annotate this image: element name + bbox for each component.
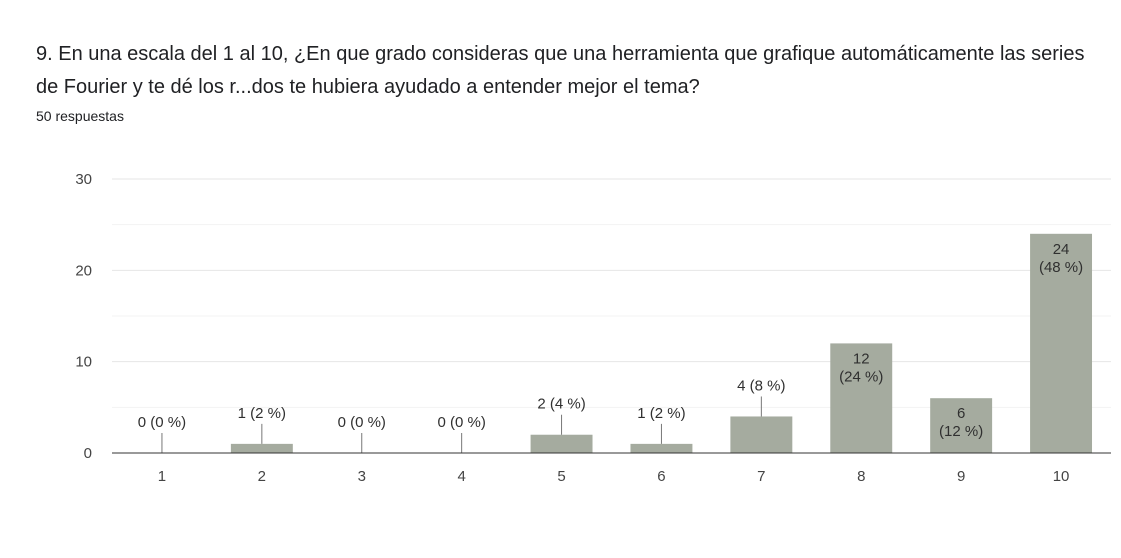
x-tick-label: 10: [1053, 468, 1070, 485]
data-label: 2 (4 %): [537, 396, 585, 413]
data-label: 4 (8 %): [737, 377, 785, 394]
y-tick-label: 0: [84, 445, 92, 462]
x-tick-label: 5: [557, 468, 565, 485]
response-count: 50 respuestas: [36, 108, 124, 124]
x-tick-label: 7: [757, 468, 765, 485]
data-label: 0 (0 %): [338, 414, 386, 431]
bar: [230, 443, 293, 453]
bar: [730, 416, 793, 453]
question-title: 9. En una escala del 1 al 10, ¿En que gr…: [36, 43, 1085, 98]
bar: [930, 398, 993, 453]
bar: [1030, 233, 1093, 453]
x-tick-label: 8: [857, 468, 865, 485]
x-tick-label: 3: [358, 468, 366, 485]
data-label: 0 (0 %): [437, 414, 485, 431]
data-label: 1 (2 %): [637, 405, 685, 422]
y-tick-label: 30: [75, 171, 92, 188]
data-label: 0 (0 %): [138, 414, 186, 431]
x-tick-label: 9: [957, 468, 965, 485]
data-label: 24 (48 %): [1039, 241, 1083, 276]
y-tick-label: 20: [75, 262, 92, 279]
data-label: 6 (12 %): [939, 405, 983, 440]
x-tick-label: 6: [657, 468, 665, 485]
bar: [530, 434, 593, 453]
bar: [830, 343, 893, 453]
x-tick-label: 2: [258, 468, 266, 485]
x-tick-label: 4: [457, 468, 465, 485]
bar: [630, 443, 693, 453]
x-tick-label: 1: [158, 468, 166, 485]
data-label: 12 (24 %): [839, 350, 883, 385]
y-tick-label: 10: [75, 354, 92, 371]
data-label: 1 (2 %): [238, 405, 286, 422]
